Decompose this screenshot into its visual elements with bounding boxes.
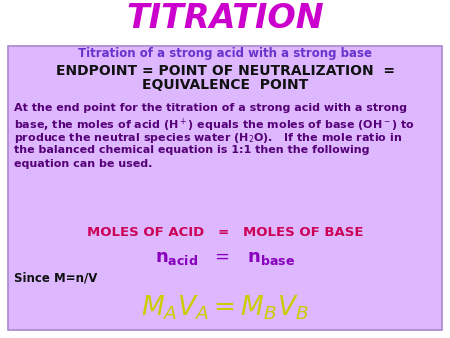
Text: $\mathbf{n_{acid}}$   =   $\mathbf{n_{base}}$: $\mathbf{n_{acid}}$ = $\mathbf{n_{base}}… — [155, 249, 295, 267]
Text: the balanced chemical equation is 1:1 then the following: the balanced chemical equation is 1:1 th… — [14, 145, 369, 155]
Text: Titration of a strong acid with a strong base: Titration of a strong acid with a strong… — [78, 47, 372, 59]
Text: base, the moles of acid (H$^+$) equals the moles of base (OH$^-$) to: base, the moles of acid (H$^+$) equals t… — [14, 117, 415, 134]
Text: produce the neutral species water (H$_2$O).   If the mole ratio in: produce the neutral species water (H$_2$… — [14, 131, 402, 145]
Text: ENDPOINT = POINT OF NEUTRALIZATION  =: ENDPOINT = POINT OF NEUTRALIZATION = — [55, 64, 395, 78]
Text: $\mathit{M_AV_A = M_BV_B}$: $\mathit{M_AV_A = M_BV_B}$ — [141, 294, 309, 322]
Text: equation can be used.: equation can be used. — [14, 159, 153, 169]
FancyBboxPatch shape — [8, 46, 442, 330]
Text: MOLES OF ACID   =   MOLES OF BASE: MOLES OF ACID = MOLES OF BASE — [87, 226, 363, 240]
Text: Since M=n/V: Since M=n/V — [14, 271, 97, 285]
Text: At the end point for the titration of a strong acid with a strong: At the end point for the titration of a … — [14, 103, 407, 113]
Text: EQUIVALENCE  POINT: EQUIVALENCE POINT — [142, 78, 308, 92]
Text: TITRATION: TITRATION — [126, 1, 324, 34]
